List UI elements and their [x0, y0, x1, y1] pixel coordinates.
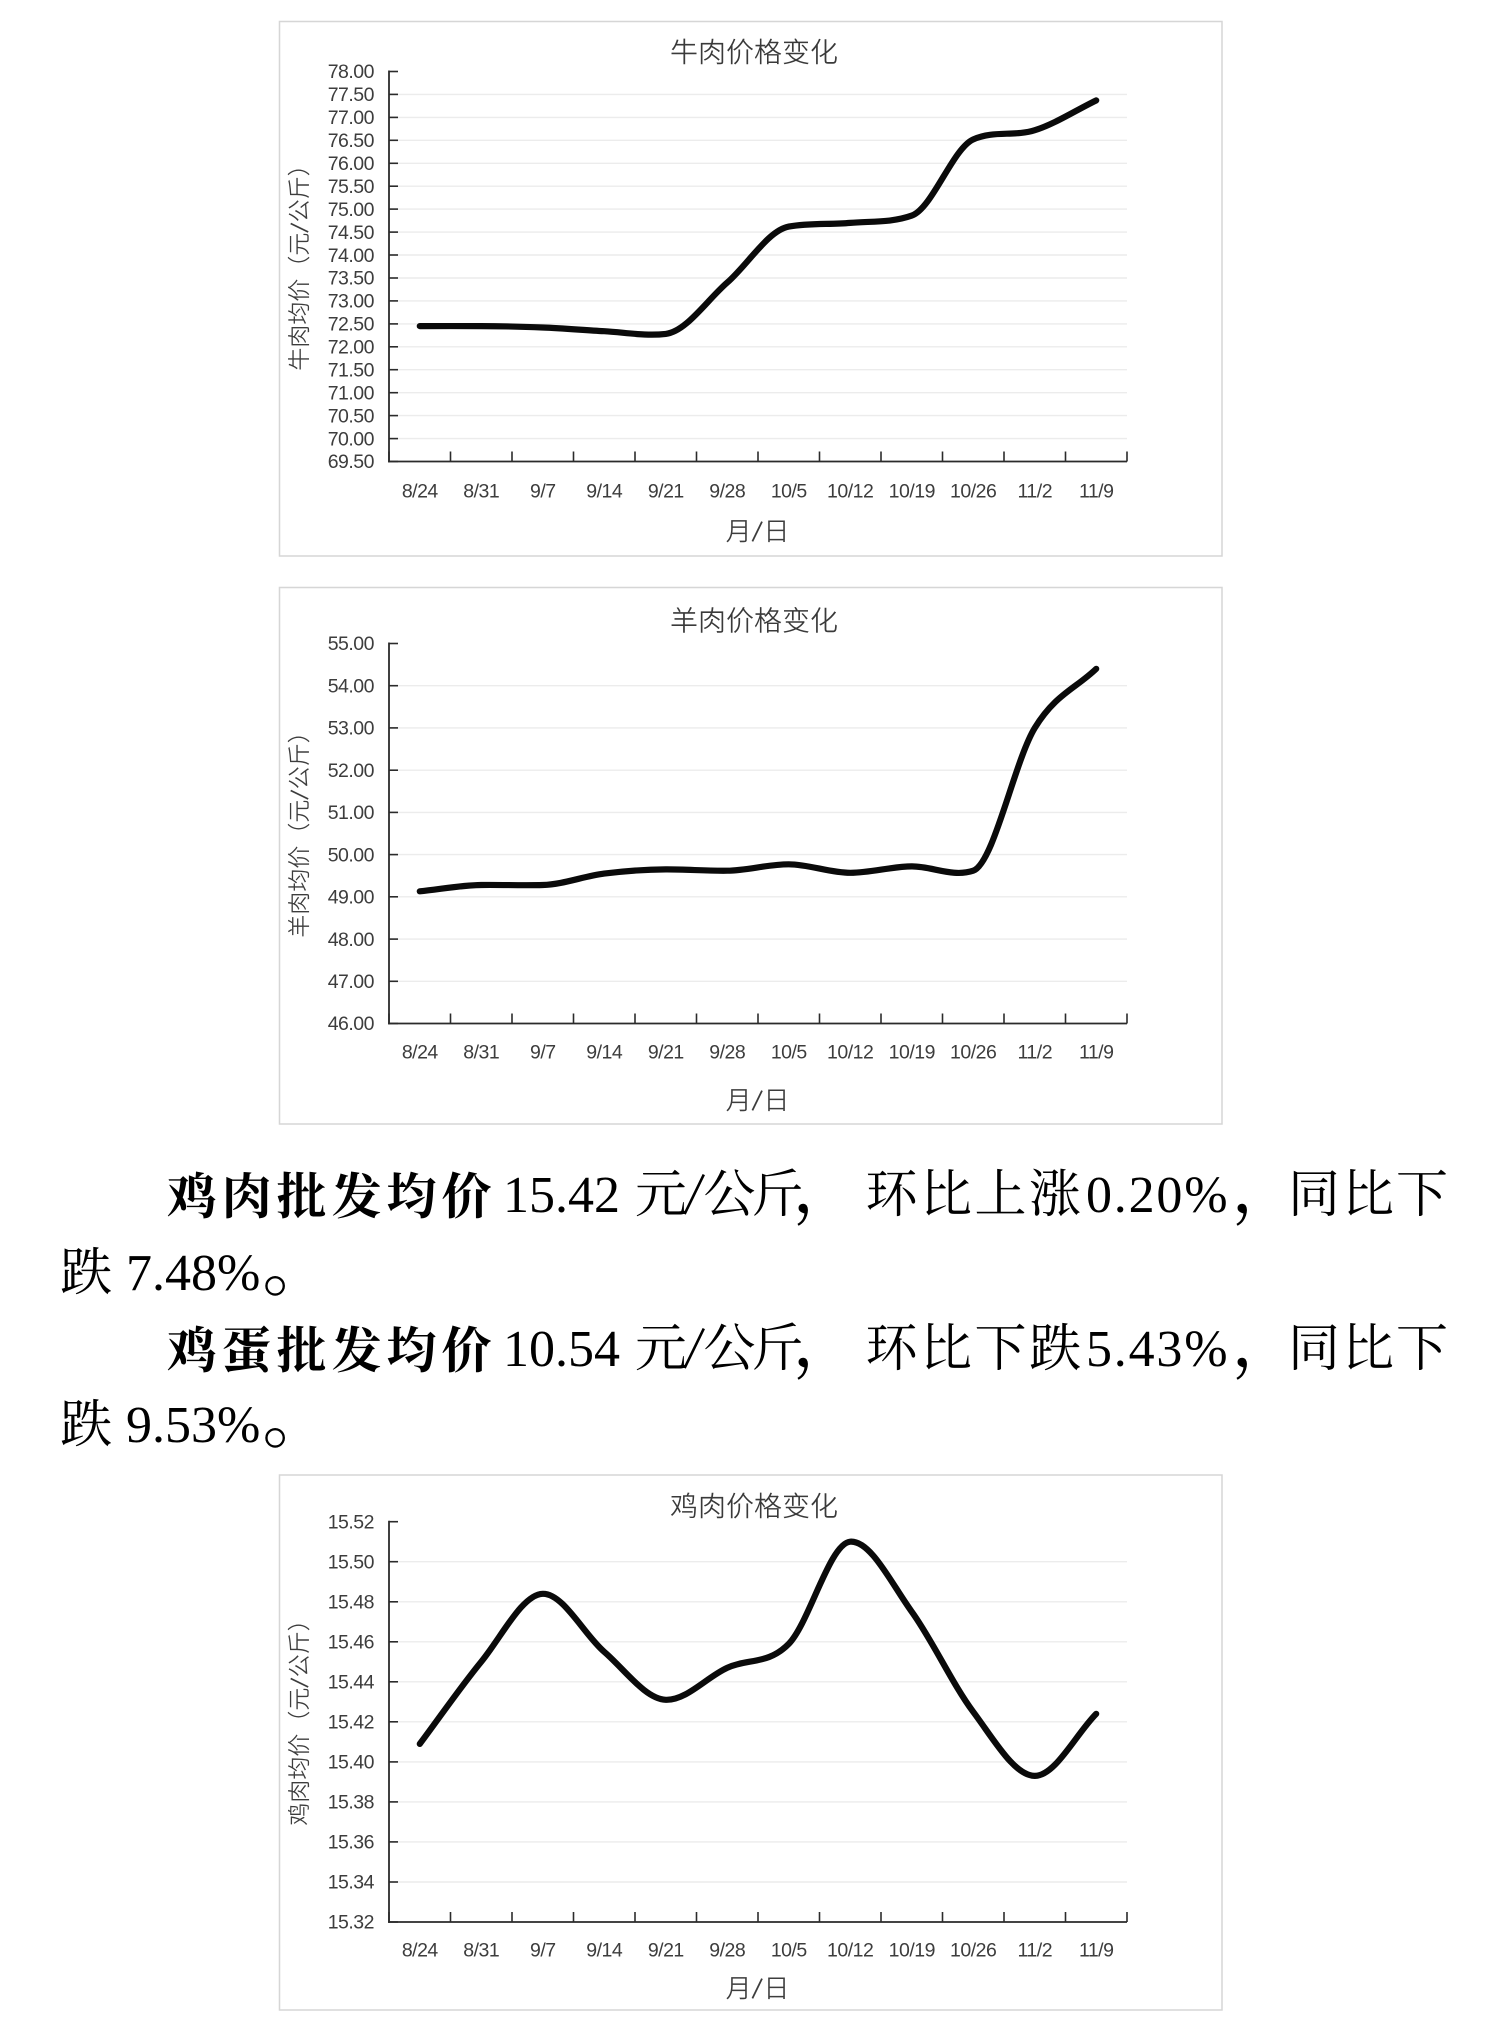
svg-text:15.34: 15.34 — [328, 1872, 375, 1894]
svg-text:5.43%: 5.43% — [1086, 1321, 1229, 1378]
svg-text:11/2: 11/2 — [1018, 1042, 1053, 1064]
svg-text:11/9: 11/9 — [1079, 1940, 1114, 1962]
svg-text:10/12: 10/12 — [827, 481, 873, 503]
svg-text:11/9: 11/9 — [1079, 1042, 1114, 1064]
svg-text:10/5: 10/5 — [771, 1940, 808, 1962]
svg-text:75.00: 75.00 — [328, 199, 375, 221]
svg-text:73.00: 73.00 — [328, 291, 375, 313]
svg-text:10/26: 10/26 — [950, 1042, 996, 1064]
svg-text:51.00: 51.00 — [328, 802, 375, 824]
svg-text:9/14: 9/14 — [586, 1042, 623, 1064]
svg-text:50.00: 50.00 — [328, 844, 375, 866]
svg-text:49.00: 49.00 — [328, 887, 375, 909]
svg-text:52.00: 52.00 — [328, 760, 375, 782]
svg-text:54.00: 54.00 — [328, 675, 375, 697]
svg-text:8/24: 8/24 — [402, 1042, 439, 1064]
svg-text:10/5: 10/5 — [771, 481, 808, 503]
svg-text:9/21: 9/21 — [648, 481, 684, 503]
svg-text:15.38: 15.38 — [328, 1792, 374, 1814]
svg-text:8/31: 8/31 — [463, 1940, 499, 1962]
svg-text:70.50: 70.50 — [328, 405, 375, 427]
svg-text:9/7: 9/7 — [530, 481, 556, 503]
svg-text:15.32: 15.32 — [328, 1912, 374, 1934]
svg-text:9/21: 9/21 — [648, 1042, 684, 1064]
svg-text:15.48: 15.48 — [328, 1592, 374, 1614]
svg-text:9/28: 9/28 — [709, 481, 745, 503]
svg-text:10/5: 10/5 — [771, 1042, 808, 1064]
svg-text:72.50: 72.50 — [328, 314, 375, 336]
svg-text:15.50: 15.50 — [328, 1552, 375, 1574]
svg-text:11/2: 11/2 — [1018, 481, 1053, 503]
svg-text:15.44: 15.44 — [328, 1672, 375, 1694]
svg-text:71.00: 71.00 — [328, 382, 375, 404]
svg-text:77.00: 77.00 — [328, 107, 375, 129]
svg-text:76.50: 76.50 — [328, 130, 375, 152]
svg-text:53.00: 53.00 — [328, 718, 375, 740]
svg-text:10/12: 10/12 — [827, 1940, 873, 1962]
svg-text:9.53%: 9.53% — [126, 1397, 260, 1454]
svg-text:10/19: 10/19 — [889, 481, 935, 503]
svg-text:69.50: 69.50 — [328, 451, 375, 473]
svg-text:73.50: 73.50 — [328, 268, 375, 290]
svg-text:10/26: 10/26 — [950, 1940, 996, 1962]
svg-text:15.52: 15.52 — [328, 1511, 374, 1533]
svg-text:15.42: 15.42 — [328, 1712, 374, 1734]
svg-text:15.36: 15.36 — [328, 1832, 374, 1854]
svg-text:10/19: 10/19 — [889, 1042, 935, 1064]
svg-text:70.00: 70.00 — [328, 428, 375, 450]
svg-text:9/14: 9/14 — [586, 481, 623, 503]
svg-text:47.00: 47.00 — [328, 971, 375, 993]
svg-text:9/14: 9/14 — [586, 1940, 623, 1962]
svg-text:10/26: 10/26 — [950, 481, 996, 503]
svg-text:10.54: 10.54 — [503, 1321, 620, 1378]
svg-text:9/7: 9/7 — [530, 1940, 556, 1962]
svg-text:9/7: 9/7 — [530, 1042, 556, 1064]
svg-text:8/31: 8/31 — [463, 481, 499, 503]
svg-text:9/28: 9/28 — [709, 1940, 745, 1962]
svg-text:72.00: 72.00 — [328, 337, 375, 359]
svg-text:9/21: 9/21 — [648, 1940, 684, 1962]
svg-text:74.00: 74.00 — [328, 245, 375, 267]
svg-text:15.46: 15.46 — [328, 1632, 374, 1654]
svg-text:78.00: 78.00 — [328, 61, 375, 83]
svg-text:8/24: 8/24 — [402, 1940, 439, 1962]
svg-text:11/2: 11/2 — [1018, 1940, 1053, 1962]
svg-text:8/24: 8/24 — [402, 481, 439, 503]
svg-text:0.20%: 0.20% — [1086, 1167, 1229, 1224]
svg-text:15.40: 15.40 — [328, 1752, 375, 1774]
svg-text:55.00: 55.00 — [328, 633, 375, 655]
svg-text:8/31: 8/31 — [463, 1042, 499, 1064]
svg-text:46.00: 46.00 — [328, 1013, 375, 1035]
svg-text:9/28: 9/28 — [709, 1042, 745, 1064]
svg-text:15.42: 15.42 — [503, 1167, 620, 1224]
svg-text:76.00: 76.00 — [328, 153, 375, 175]
svg-text:74.50: 74.50 — [328, 222, 375, 244]
svg-text:77.50: 77.50 — [328, 84, 375, 106]
svg-text:10/19: 10/19 — [889, 1940, 935, 1962]
svg-text:75.50: 75.50 — [328, 176, 375, 198]
svg-text:11/9: 11/9 — [1079, 481, 1114, 503]
svg-text:10/12: 10/12 — [827, 1042, 873, 1064]
svg-text:71.50: 71.50 — [328, 360, 375, 382]
svg-text:7.48%: 7.48% — [126, 1245, 260, 1302]
svg-text:48.00: 48.00 — [328, 929, 375, 951]
